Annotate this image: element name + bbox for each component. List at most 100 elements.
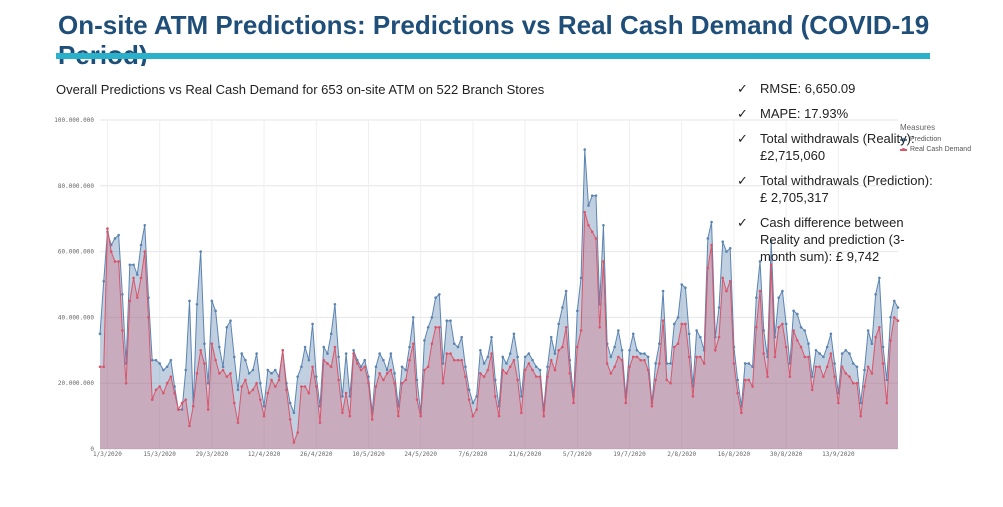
data-point-prediction bbox=[434, 296, 437, 299]
data-point-real-cash-demand bbox=[520, 411, 523, 415]
data-point-prediction bbox=[706, 237, 710, 240]
data-point-real-cash-demand bbox=[863, 385, 866, 388]
data-point-real-cash-demand bbox=[505, 372, 508, 375]
data-point-real-cash-demand bbox=[579, 329, 583, 332]
data-point-prediction bbox=[98, 332, 102, 336]
data-point-real-cash-demand bbox=[247, 391, 251, 395]
data-point-real-cash-demand bbox=[613, 365, 616, 369]
data-point-real-cash-demand bbox=[557, 349, 560, 352]
data-point-real-cash-demand bbox=[598, 325, 601, 329]
data-point-prediction bbox=[423, 339, 426, 342]
data-point-real-cash-demand bbox=[829, 352, 833, 355]
data-point-prediction bbox=[501, 355, 505, 359]
data-point-prediction bbox=[710, 220, 713, 224]
data-point-real-cash-demand bbox=[333, 345, 337, 349]
data-point-real-cash-demand bbox=[210, 342, 214, 346]
data-point-real-cash-demand bbox=[441, 381, 445, 385]
data-point-prediction bbox=[221, 365, 225, 369]
data-point-prediction bbox=[259, 381, 262, 385]
data-point-real-cash-demand bbox=[736, 391, 739, 395]
check-icon: ✓ bbox=[737, 81, 748, 96]
data-point-prediction bbox=[844, 349, 848, 352]
data-point-prediction bbox=[534, 365, 538, 369]
data-point-real-cash-demand bbox=[650, 404, 654, 408]
chart-series bbox=[98, 148, 900, 450]
check-icon: ✓ bbox=[737, 106, 748, 121]
data-point-prediction bbox=[814, 349, 818, 352]
data-point-prediction bbox=[717, 306, 721, 309]
data-point-real-cash-demand bbox=[631, 355, 635, 359]
data-point-real-cash-demand bbox=[561, 345, 564, 349]
data-point-real-cash-demand bbox=[322, 358, 326, 362]
data-point-real-cash-demand bbox=[684, 322, 687, 326]
data-point-real-cash-demand bbox=[244, 378, 247, 382]
data-point-prediction bbox=[661, 289, 665, 293]
data-point-real-cash-demand bbox=[486, 368, 490, 372]
title-underline bbox=[56, 53, 930, 59]
data-point-prediction bbox=[486, 355, 490, 359]
data-point-prediction bbox=[896, 306, 900, 309]
data-point-prediction bbox=[232, 355, 236, 359]
data-point-prediction bbox=[314, 375, 318, 378]
data-point-prediction bbox=[449, 319, 452, 322]
data-point-prediction bbox=[382, 358, 385, 362]
data-point-prediction bbox=[173, 385, 176, 388]
data-point-real-cash-demand bbox=[497, 414, 501, 418]
data-point-real-cash-demand bbox=[766, 375, 769, 378]
data-point-real-cash-demand bbox=[892, 316, 896, 319]
data-point-prediction bbox=[139, 243, 143, 247]
data-point-prediction bbox=[471, 401, 475, 405]
x-tick-label: 19/7/2020 bbox=[613, 451, 646, 458]
data-point-prediction bbox=[810, 375, 814, 378]
data-point-prediction bbox=[564, 289, 568, 293]
x-tick-label: 15/3/2020 bbox=[143, 451, 176, 458]
data-point-prediction bbox=[337, 355, 340, 359]
data-point-real-cash-demand bbox=[848, 375, 851, 378]
data-point-prediction bbox=[851, 362, 855, 365]
data-point-prediction bbox=[695, 329, 698, 332]
series-area-real-cash-demand bbox=[100, 212, 898, 449]
data-point-prediction bbox=[456, 345, 460, 349]
data-point-prediction bbox=[516, 355, 519, 359]
data-point-real-cash-demand bbox=[109, 250, 113, 253]
data-point-prediction bbox=[680, 283, 684, 286]
data-point-prediction bbox=[244, 358, 247, 362]
data-point-prediction bbox=[721, 240, 725, 244]
data-point-real-cash-demand bbox=[818, 365, 821, 369]
data-point-real-cash-demand bbox=[695, 355, 698, 359]
x-tick-label: 7/6/2020 bbox=[458, 451, 487, 458]
data-point-prediction bbox=[553, 352, 557, 355]
data-point-real-cash-demand bbox=[896, 319, 900, 322]
data-point-prediction bbox=[755, 296, 758, 299]
data-point-prediction bbox=[404, 368, 408, 372]
data-point-prediction bbox=[520, 395, 523, 398]
data-point-prediction bbox=[874, 293, 877, 296]
data-point-prediction bbox=[684, 286, 687, 290]
data-point-prediction bbox=[833, 362, 836, 365]
data-point-prediction bbox=[363, 358, 367, 362]
data-point-real-cash-demand bbox=[810, 388, 814, 392]
x-tick-label: 26/4/2020 bbox=[300, 451, 333, 458]
data-point-real-cash-demand bbox=[177, 408, 180, 411]
data-point-prediction bbox=[751, 365, 754, 369]
data-point-prediction bbox=[631, 332, 635, 336]
data-point-real-cash-demand bbox=[743, 378, 747, 382]
data-point-real-cash-demand bbox=[773, 355, 777, 359]
data-point-real-cash-demand bbox=[758, 289, 762, 293]
legend-label-real-cash-demand: Real Cash Demand bbox=[910, 146, 972, 153]
data-point-real-cash-demand bbox=[803, 355, 807, 359]
data-point-prediction bbox=[825, 345, 829, 349]
data-point-real-cash-demand bbox=[400, 381, 404, 385]
data-point-real-cash-demand bbox=[147, 316, 150, 319]
data-point-real-cash-demand bbox=[303, 385, 307, 388]
stat-rmse: ✓ RMSE: 6,650.09 bbox=[733, 80, 933, 97]
data-point-real-cash-demand bbox=[121, 329, 124, 332]
data-point-prediction bbox=[195, 302, 199, 306]
data-point-prediction bbox=[307, 358, 311, 362]
data-point-prediction bbox=[438, 293, 441, 296]
legend-label-prediction: Prediction bbox=[910, 136, 942, 143]
data-point-prediction bbox=[549, 335, 553, 339]
data-point-prediction bbox=[430, 316, 434, 319]
data-point-real-cash-demand bbox=[98, 365, 102, 369]
data-point-real-cash-demand bbox=[781, 322, 784, 326]
